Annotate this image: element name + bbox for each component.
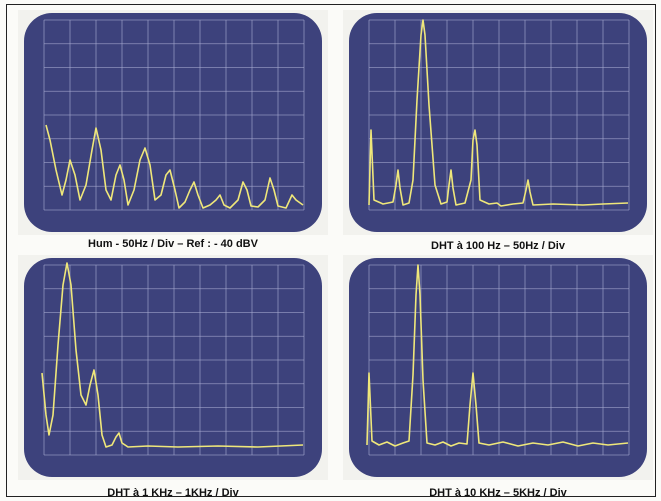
screen xyxy=(24,258,322,477)
caption: Hum - 50Hz / Div – Ref : - 40 dBV xyxy=(88,238,258,250)
scope-screen xyxy=(349,13,647,232)
caption: DHT à 10 KHz – 5KHz / Div xyxy=(429,487,567,499)
trace xyxy=(368,19,629,207)
figure-frame xyxy=(6,4,656,497)
screen-panel xyxy=(18,10,328,235)
scope-screen xyxy=(24,13,322,232)
trace xyxy=(41,262,304,448)
scope-screen xyxy=(349,258,647,477)
scope-screen xyxy=(24,258,322,477)
caption: DHT à 100 Hz – 50Hz / Div xyxy=(431,240,565,252)
screen xyxy=(24,13,322,232)
caption: DHT à 1 KHz – 1KHz / Div xyxy=(107,487,239,499)
screen-panel xyxy=(343,10,653,235)
trace xyxy=(45,124,304,209)
screen-panel xyxy=(343,255,653,480)
screen-panel xyxy=(18,255,328,480)
trace xyxy=(366,264,629,447)
